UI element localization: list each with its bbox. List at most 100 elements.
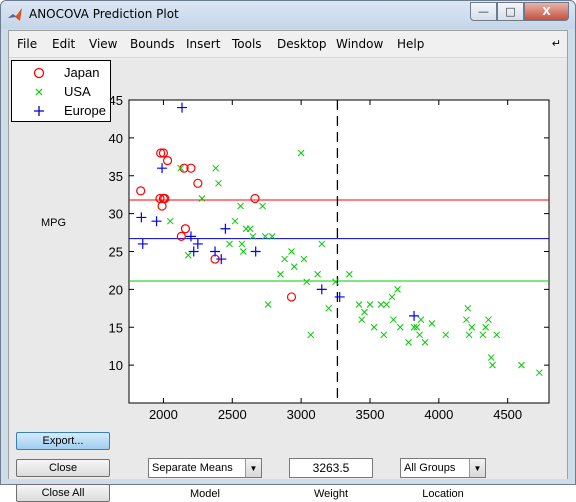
location-selected-value: All Groups xyxy=(404,462,456,474)
model-label: Model xyxy=(190,488,220,500)
data-point-europe xyxy=(151,216,162,227)
data-point-usa xyxy=(383,301,390,308)
data-point-usa xyxy=(318,240,326,248)
data-point-usa xyxy=(246,225,254,233)
legend-entry-japan: Japan xyxy=(12,63,112,81)
data-point-usa xyxy=(358,316,366,324)
menu-window[interactable]: Window xyxy=(336,37,384,51)
data-point-japan xyxy=(160,193,170,204)
data-point-usa xyxy=(489,361,496,369)
menu-help[interactable]: Help xyxy=(397,37,425,51)
data-point-europe xyxy=(216,254,227,265)
data-point-japan xyxy=(193,178,203,188)
x-tick-label: 2000 xyxy=(149,407,178,422)
weight-label: Weight xyxy=(313,488,349,500)
data-point-europe xyxy=(177,102,188,113)
data-point-japan xyxy=(162,155,173,166)
menu-bounds[interactable]: Bounds xyxy=(130,37,175,51)
window-title: ANOCOVA Prediction Plot xyxy=(29,7,179,21)
data-point-usa xyxy=(390,316,397,324)
data-point-usa xyxy=(428,320,436,327)
data-point-usa xyxy=(226,240,233,248)
data-point-usa xyxy=(231,217,239,225)
close-window-button[interactable]: X xyxy=(524,2,569,21)
data-point-europe xyxy=(316,284,327,295)
data-point-usa xyxy=(485,316,492,324)
legend-entry-europe: Europe xyxy=(12,101,112,119)
close-button[interactable]: Close xyxy=(16,459,110,477)
dock-arrow-icon[interactable]: ↵ xyxy=(551,37,561,50)
data-point-usa xyxy=(264,301,272,308)
y-tick-label: 10 xyxy=(109,358,123,373)
menu-bar: File Edit View Bounds Insert Tools Deskt… xyxy=(9,31,567,58)
data-point-usa xyxy=(463,316,470,324)
data-point-usa xyxy=(239,248,247,255)
data-point-usa xyxy=(307,331,315,339)
data-point-japan xyxy=(136,186,146,196)
model-selected-value: Separate Means xyxy=(152,462,233,474)
export-button[interactable]: Export... xyxy=(16,432,110,450)
figure-client: File Edit View Bounds Insert Tools Deskt… xyxy=(8,30,568,502)
data-point-usa xyxy=(261,232,269,240)
data-point-usa xyxy=(268,232,276,240)
x-tick-label: 2500 xyxy=(218,407,247,422)
data-point-japan xyxy=(158,148,169,158)
data-point-europe xyxy=(210,246,221,257)
prediction-plot[interactable]: 2000 2500 3000 3500 4000 4500 10 15 20 25 30 35 40 45 xyxy=(9,59,567,479)
legend-label: Europe xyxy=(64,103,106,118)
menu-tools[interactable]: Tools xyxy=(232,37,262,51)
y-tick-label: 35 xyxy=(109,169,123,184)
data-point-japan xyxy=(250,193,260,204)
close-all-button[interactable]: Close All xyxy=(16,484,110,502)
data-point-usa xyxy=(300,255,308,263)
menu-insert[interactable]: Insert xyxy=(186,37,221,51)
legend-label: USA xyxy=(64,84,91,99)
location-dropdown[interactable]: All Groups ▼ xyxy=(400,458,486,478)
minimize-button[interactable]: — xyxy=(470,2,497,21)
data-point-europe xyxy=(137,238,148,249)
data-point-europe xyxy=(192,238,203,249)
data-point-usa xyxy=(290,263,298,271)
data-point-europe xyxy=(185,231,196,242)
legend[interactable]: Japan USA Europe xyxy=(11,60,111,122)
data-point-usa xyxy=(442,331,450,339)
plus-marker-icon xyxy=(34,106,44,116)
data-point-usa xyxy=(377,301,385,308)
data-point-usa xyxy=(303,278,310,286)
data-point-usa xyxy=(482,323,490,331)
data-point-usa xyxy=(410,323,418,331)
data-point-europe xyxy=(250,246,261,257)
data-point-europe xyxy=(409,310,420,321)
data-point-japan xyxy=(156,148,166,158)
title-bar[interactable]: ANOCOVA Prediction Plot — □ X xyxy=(1,1,575,29)
menu-edit[interactable]: Edit xyxy=(52,37,76,51)
data-point-usa xyxy=(355,301,363,308)
data-point-usa xyxy=(421,339,429,346)
data-point-usa xyxy=(345,270,353,278)
chevron-down-icon: ▼ xyxy=(245,459,261,477)
data-point-usa xyxy=(212,164,220,172)
location-label: Location xyxy=(422,488,464,500)
x-tick-label: 3000 xyxy=(287,407,316,422)
y-axis-label: MPG xyxy=(41,217,67,229)
data-point-usa xyxy=(468,323,476,331)
data-point-usa xyxy=(413,323,421,331)
menu-desktop[interactable]: Desktop xyxy=(277,37,327,51)
maximize-button[interactable]: □ xyxy=(497,2,524,21)
data-point-japan xyxy=(180,224,191,234)
data-point-usa xyxy=(314,270,322,278)
data-point-usa xyxy=(518,361,525,369)
y-tick-label: 45 xyxy=(109,93,123,108)
menu-view[interactable]: View xyxy=(89,37,118,51)
y-tick-label: 25 xyxy=(109,245,123,260)
menu-file[interactable]: File xyxy=(17,37,38,51)
model-dropdown[interactable]: Separate Means ▼ xyxy=(148,458,262,478)
data-point-usa xyxy=(416,331,423,339)
legend-entry-usa: USA xyxy=(12,82,112,100)
plot-axes-box xyxy=(128,99,550,404)
data-point-europe xyxy=(220,223,231,234)
data-point-usa xyxy=(332,278,339,286)
data-point-usa xyxy=(464,304,472,312)
weight-input[interactable]: 3263.5 xyxy=(289,458,373,478)
data-point-usa xyxy=(184,251,192,259)
